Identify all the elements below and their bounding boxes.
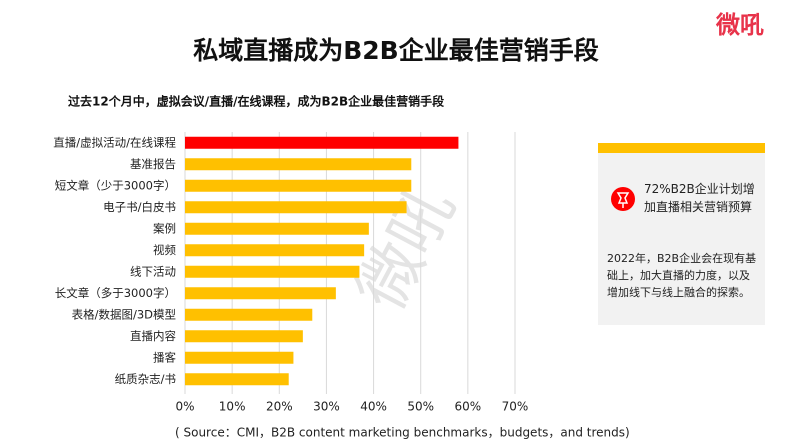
panel-text: 2022年，B2B企业会在现有基础上，加大直播的力度，以及增加线下与线上融合的探…	[607, 252, 757, 299]
logo: 微吼	[715, 11, 764, 39]
bar	[185, 330, 303, 343]
bar	[185, 201, 407, 214]
y-tick-label: 纸质杂志/书	[115, 372, 176, 386]
bar	[185, 158, 412, 171]
y-tick-label: 电子书/白皮书	[103, 200, 176, 214]
y-tick-label: 视频	[153, 243, 176, 257]
bar	[185, 179, 412, 192]
y-tick-label: 播客	[153, 350, 176, 364]
chart-title: 私域直播成为B2B企业最佳营销手段	[193, 36, 599, 65]
y-tick-label: 线下活动	[130, 264, 176, 278]
y-tick-label: 表格/数据图/3D模型	[72, 307, 176, 321]
y-tick-label: 直播内容	[130, 329, 176, 343]
bar	[185, 308, 313, 321]
panel-highlight: 72%B2B企业计划增加直播相关营销预算	[644, 182, 755, 214]
y-tick-label: 直播/虚拟活动/在线课程	[53, 135, 176, 149]
source: ( Source：CMI，B2B content marketing bench…	[175, 426, 630, 440]
x-tick-label: 50%	[407, 400, 434, 414]
x-tick-label: 0%	[175, 400, 194, 414]
x-tick-label: 40%	[360, 400, 387, 414]
y-tick-label: 基准报告	[130, 157, 176, 171]
bar	[185, 136, 459, 149]
x-tick-label: 20%	[266, 400, 293, 414]
bar	[185, 287, 336, 300]
y-tick-label: 短文章（少于3000字）	[55, 178, 176, 192]
pin-icon	[616, 192, 630, 208]
bar	[185, 244, 365, 257]
x-tick-label: 30%	[313, 400, 340, 414]
bar	[185, 373, 289, 386]
x-tick-label: 60%	[455, 400, 482, 414]
x-tick-label: 70%	[502, 400, 529, 414]
x-tick-label: 10%	[219, 400, 246, 414]
bar	[185, 222, 369, 235]
bar	[185, 351, 294, 364]
y-tick-label: 案例	[153, 221, 176, 235]
bar	[185, 265, 360, 278]
panel-icon	[611, 187, 635, 211]
panel-accent	[598, 143, 765, 153]
subtitle: 过去12个月中，虚拟会议/直播/在线课程，成为B2B企业最佳营销手段	[68, 94, 445, 109]
panel-box	[598, 143, 765, 325]
y-tick-label: 长文章（多于3000字）	[55, 286, 176, 300]
